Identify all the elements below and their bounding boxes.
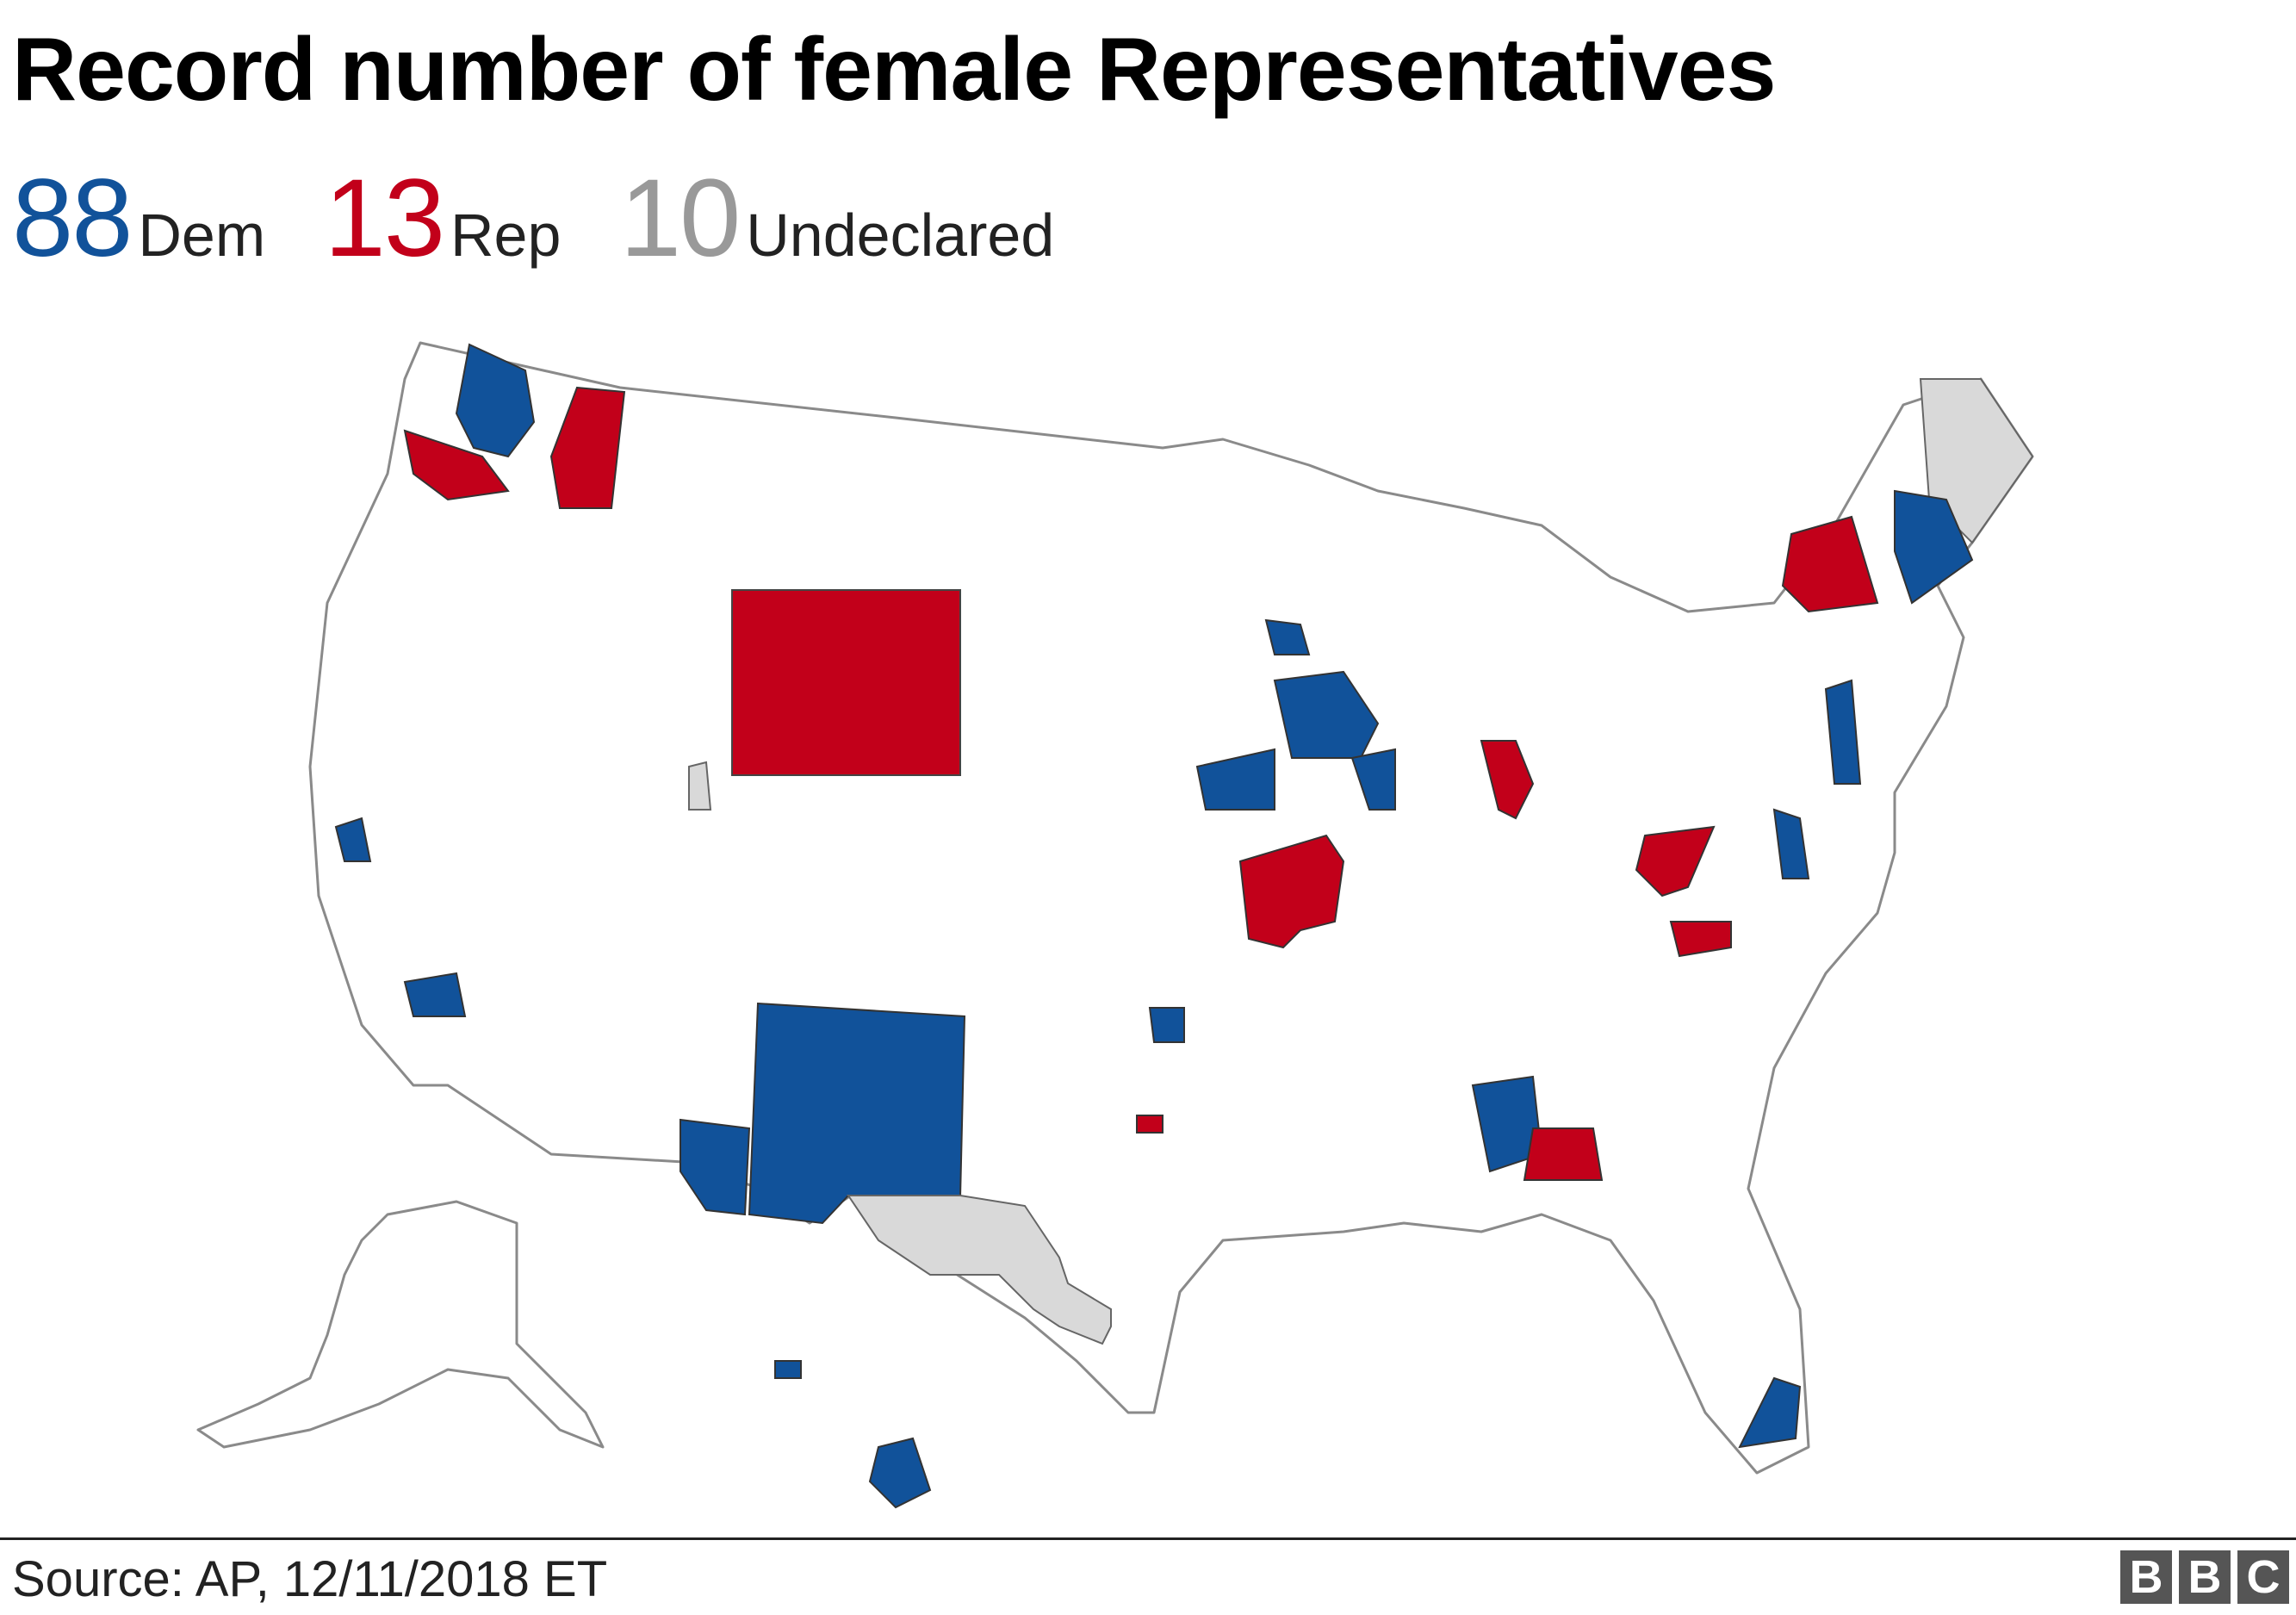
district-florida-dem bbox=[1738, 1376, 1802, 1449]
district-wa-dem bbox=[455, 343, 536, 458]
legend-dem-count: 88 bbox=[12, 157, 133, 280]
district-mid-atlantic-dem bbox=[1824, 679, 1862, 785]
district-wv-rep bbox=[1635, 825, 1716, 898]
district-virginia-dem bbox=[1772, 808, 1810, 879]
district-wa-rep-south bbox=[403, 429, 510, 501]
legend-rep-count: 13 bbox=[324, 157, 445, 280]
legend-undeclared: 10 Undeclared bbox=[620, 155, 1054, 282]
district-utah-undeclared bbox=[688, 761, 712, 811]
alaska-outline bbox=[196, 1200, 605, 1449]
source-note: Source: AP, 12/11/2018 ET bbox=[12, 1551, 608, 1607]
district-georgia-rep bbox=[1523, 1127, 1604, 1181]
district-minnesota-dem bbox=[1264, 618, 1311, 655]
us-districts-map bbox=[196, 341, 2034, 1509]
legend-undeclared-count: 10 bbox=[619, 157, 741, 280]
district-northeast-dem bbox=[1894, 489, 1974, 605]
legend-rep-label: Rep bbox=[450, 202, 562, 269]
district-hawaii-dem bbox=[774, 1360, 932, 1509]
chart-title: Record number of female Representatives bbox=[12, 20, 1776, 120]
district-iowa-dem bbox=[1195, 748, 1275, 811]
bbc-logo-b1: B bbox=[2120, 1550, 2172, 1604]
district-illinois-dem bbox=[1350, 748, 1396, 811]
district-new-york-rep bbox=[1781, 515, 1879, 613]
bbc-logo: B B C bbox=[2120, 1550, 2289, 1604]
party-legend: 88 Dem 13 Rep 10 Undeclared bbox=[12, 155, 1109, 280]
district-wyoming-rep bbox=[731, 589, 961, 776]
bbc-logo-c: C bbox=[2237, 1550, 2289, 1604]
contiguous-us-outline bbox=[308, 341, 2034, 1475]
district-texas-rep bbox=[1136, 1115, 1164, 1134]
district-missouri-rep bbox=[1238, 834, 1345, 949]
bbc-logo-b2: B bbox=[2179, 1550, 2231, 1604]
district-california-dem bbox=[334, 817, 467, 1017]
district-wa-rep-east bbox=[549, 386, 626, 509]
district-maine-undeclared bbox=[1919, 378, 2034, 544]
legend-rep: 13 Rep bbox=[325, 155, 562, 282]
footer-divider bbox=[0, 1537, 2296, 1540]
district-wisconsin-dem bbox=[1273, 670, 1380, 759]
legend-undeclared-label: Undeclared bbox=[746, 202, 1055, 269]
legend-dem: 88 Dem bbox=[12, 155, 265, 282]
legend-dem-label: Dem bbox=[138, 202, 266, 269]
district-oklahoma-dem bbox=[1148, 1007, 1185, 1043]
district-new-mexico-dem bbox=[748, 1002, 966, 1225]
district-indiana-rep bbox=[1480, 740, 1535, 820]
district-virginia-rep bbox=[1669, 921, 1732, 958]
district-arizona-dem bbox=[679, 1118, 751, 1216]
district-west-texas-undeclared bbox=[847, 1195, 1112, 1345]
